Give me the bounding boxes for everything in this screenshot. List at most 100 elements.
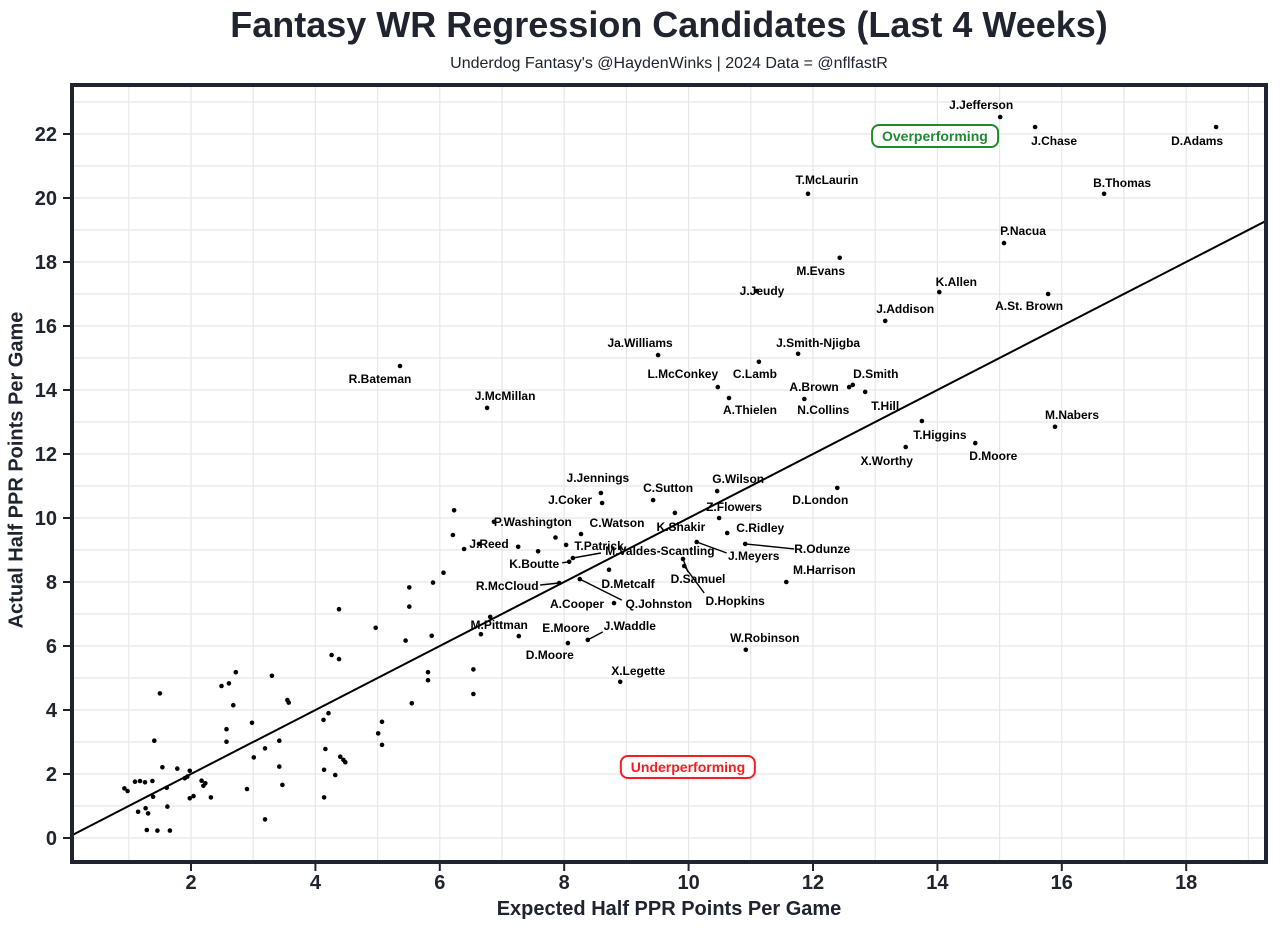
- data-point: [321, 795, 327, 800]
- data-point: [973, 440, 978, 446]
- player-label: R.Odunze: [794, 542, 850, 556]
- data-point: [191, 793, 196, 799]
- data-point: [132, 779, 138, 784]
- y-tick-label: 22: [35, 124, 57, 146]
- data-point: [321, 767, 327, 773]
- data-point: [122, 786, 127, 791]
- data-point: [784, 579, 789, 585]
- y-axis-title: Actual Half PPR Points Per Game: [5, 311, 28, 629]
- player-label: D.Metcalf: [601, 577, 655, 591]
- player-label: K.Allen: [936, 275, 977, 289]
- player-label: J.Chase: [1031, 134, 1077, 148]
- data-point: [321, 717, 326, 723]
- data-point: [407, 585, 412, 590]
- player-label: M.Valdes-Scantling: [605, 544, 714, 558]
- data-point: [535, 549, 541, 554]
- player-label: C.Lamb: [733, 367, 777, 381]
- y-tick-label: 12: [35, 444, 57, 466]
- data-point: [144, 827, 150, 833]
- data-point: [565, 640, 571, 646]
- player-label: T.Patrick: [574, 539, 624, 553]
- data-point: [142, 780, 148, 785]
- data-point: [882, 318, 888, 324]
- data-point: [430, 580, 436, 585]
- player-label: P.Nacua: [1000, 224, 1046, 238]
- chart-subtitle: Underdog Fantasy's @HaydenWinks | 2024 D…: [450, 55, 888, 72]
- player-label: T.Higgins: [913, 428, 967, 442]
- data-point: [471, 667, 476, 672]
- data-point: [187, 796, 193, 801]
- label-leader: [696, 541, 727, 554]
- data-point: [611, 600, 617, 606]
- data-point: [451, 508, 457, 513]
- player-label: R.Bateman: [349, 372, 412, 386]
- player-label: Z.Flowers: [706, 500, 762, 514]
- data-point: [655, 352, 661, 358]
- data-point: [585, 637, 591, 643]
- data-point: [262, 817, 268, 822]
- data-point: [461, 546, 467, 552]
- data-point: [333, 772, 338, 778]
- player-label: T.Hill: [871, 399, 899, 413]
- data-point: [125, 788, 130, 794]
- player-label: M.Nabers: [1045, 408, 1099, 422]
- y-tick-label: 10: [35, 508, 57, 530]
- data-point: [135, 809, 141, 815]
- x-tick-label: 16: [1051, 872, 1073, 894]
- data-point: [155, 828, 160, 833]
- player-label: Ja.Williams: [607, 336, 673, 350]
- data-point: [143, 805, 148, 811]
- x-tick-label: 12: [802, 872, 824, 894]
- data-point: [617, 679, 623, 685]
- data-point: [165, 804, 170, 809]
- player-label: T.McLaurin: [796, 173, 859, 187]
- data-point: [606, 567, 612, 573]
- data-point: [997, 114, 1003, 120]
- data-point: [262, 746, 268, 751]
- data-point: [578, 531, 584, 537]
- data-point: [323, 746, 328, 752]
- data-point: [754, 288, 760, 294]
- data-point: [286, 700, 292, 705]
- player-label: J.Jennings: [567, 471, 630, 485]
- identity-line: [71, 219, 1267, 836]
- data-point: [219, 683, 224, 689]
- plot-border: [70, 83, 1268, 864]
- data-point: [175, 766, 180, 771]
- data-point: [343, 759, 348, 765]
- data-point: [491, 519, 497, 525]
- y-tick-label: 6: [46, 636, 57, 658]
- data-point: [208, 795, 214, 800]
- x-tick-label: 10: [677, 872, 699, 894]
- label-leader: [683, 565, 705, 594]
- data-point: [326, 710, 331, 716]
- data-point: [336, 656, 342, 662]
- label-leader: [540, 582, 560, 586]
- data-point: [244, 786, 250, 792]
- data-point: [837, 255, 842, 261]
- player-label: D.Moore: [526, 648, 574, 662]
- data-point: [672, 510, 678, 516]
- player-label: A.Thielen: [723, 403, 777, 417]
- data-point: [379, 742, 385, 748]
- y-tick-label: 18: [35, 252, 57, 274]
- x-tick-label: 18: [1175, 872, 1197, 894]
- data-point: [152, 738, 157, 743]
- data-point: [556, 580, 562, 586]
- data-point: [680, 556, 686, 562]
- y-tick-label: 16: [35, 316, 57, 338]
- x-tick-label: 4: [310, 872, 322, 894]
- chart-title: Fantasy WR Regression Candidates (Last 4…: [230, 4, 1108, 45]
- x-tick-label: 6: [434, 872, 445, 894]
- data-point: [231, 702, 236, 708]
- data-point: [329, 652, 334, 658]
- data-point: [425, 669, 431, 675]
- data-point: [429, 633, 435, 639]
- data-point: [694, 539, 699, 545]
- data-point: [835, 485, 840, 491]
- data-point: [566, 559, 572, 565]
- data-point: [919, 418, 925, 424]
- player-label: G.Wilson: [712, 472, 764, 486]
- player-label: A.St. Brown: [995, 299, 1063, 313]
